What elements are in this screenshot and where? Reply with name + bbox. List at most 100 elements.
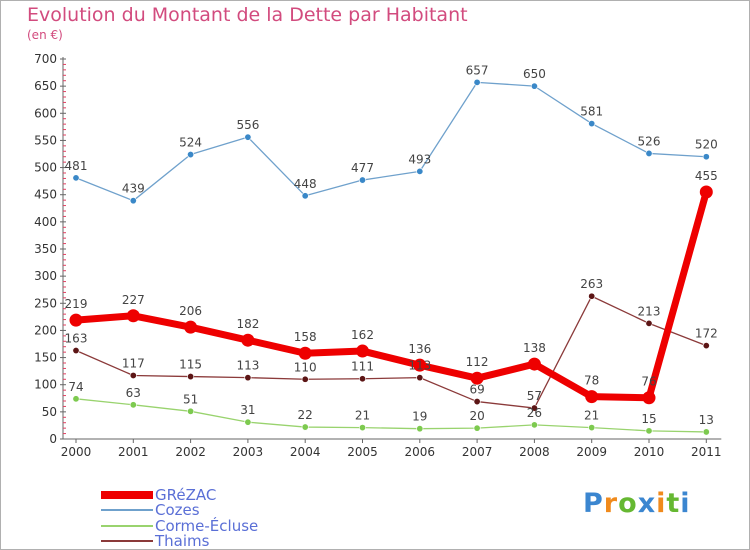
data-point-gr-zac: [69, 313, 83, 327]
logo-letter: P: [583, 488, 604, 519]
legend-label-cozes: Cozes: [155, 501, 200, 519]
data-label-cozes: 581: [580, 105, 603, 119]
data-point-thaims: [416, 374, 424, 382]
data-point-corme-cluse: [416, 425, 424, 433]
legend-swatch-thaims: [101, 540, 153, 542]
data-point-thaims: [473, 398, 481, 406]
y-tick-label: 400: [34, 215, 57, 229]
proxiti-logo: Proxiti: [583, 488, 691, 519]
data-label-thaims: 113: [236, 359, 259, 373]
data-point-corme-cluse: [244, 418, 252, 426]
chart-unit: (en €): [27, 28, 63, 42]
data-label-cozes: 526: [638, 134, 661, 148]
data-label-gr-zac: 455: [695, 169, 718, 183]
data-point-gr-zac: [642, 391, 656, 405]
legend-swatch-corme-ecluse: [101, 525, 153, 527]
data-point-thaims: [530, 404, 538, 412]
y-tick-label: 450: [34, 188, 57, 202]
data-label-gr-zac: 136: [408, 342, 431, 356]
data-label-gr-zac: 138: [523, 341, 546, 355]
series-line-gr-zac: [75, 191, 710, 402]
data-point-thaims: [645, 319, 653, 327]
y-tick-label: 500: [34, 161, 57, 175]
data-point-corme-cluse: [645, 427, 653, 435]
logo-letter: i: [656, 488, 667, 519]
data-label-cozes: 520: [695, 138, 718, 152]
data-point-gr-zac: [585, 390, 599, 404]
data-label-gr-zac: 112: [466, 355, 489, 369]
data-point-gr-zac: [470, 371, 484, 385]
data-label-cozes: 650: [523, 67, 546, 81]
y-tick-label: 300: [34, 269, 57, 283]
data-point-gr-zac: [699, 185, 713, 199]
data-label-thaims: 113: [408, 359, 431, 373]
data-point-gr-zac: [241, 333, 255, 347]
logo-letter: i: [680, 488, 691, 519]
data-point-thaims: [187, 373, 195, 381]
data-point-gr-zac: [298, 346, 312, 360]
logo-letter: t: [666, 488, 681, 519]
x-tick-label: 2005: [347, 445, 378, 459]
data-point-corme-cluse: [129, 401, 137, 409]
series-line-thaims: [75, 295, 707, 409]
data-point-corme-cluse: [530, 421, 538, 429]
data-point-cozes: [473, 78, 481, 86]
data-point-gr-zac: [356, 344, 369, 358]
data-label-corme-cluse: 19: [412, 410, 427, 424]
data-point-gr-zac: [184, 320, 198, 334]
data-point-corme-cluse: [72, 395, 80, 403]
data-label-corme-cluse: 13: [699, 413, 714, 427]
data-label-cozes: 439: [122, 182, 145, 196]
x-tick-label: 2002: [175, 445, 206, 459]
y-tick-label: 0: [49, 432, 57, 446]
data-point-thaims: [358, 375, 366, 383]
data-label-thaims: 263: [580, 277, 603, 291]
legend-swatch-cozes: [101, 509, 153, 511]
x-tick-label: 2010: [634, 445, 665, 459]
data-point-gr-zac: [527, 357, 541, 371]
data-label-corme-cluse: 26: [527, 406, 542, 420]
series-line-corme-cluse: [75, 398, 707, 433]
data-label-corme-cluse: 63: [126, 386, 141, 400]
x-tick-label: 2009: [576, 445, 607, 459]
data-label-thaims: 172: [695, 327, 718, 341]
data-label-corme-cluse: 15: [641, 412, 656, 426]
data-label-corme-cluse: 20: [469, 409, 484, 423]
data-point-cozes: [645, 149, 653, 157]
data-point-cozes: [72, 174, 80, 182]
data-label-cozes: 657: [466, 63, 489, 77]
data-label-cozes: 524: [179, 136, 202, 150]
y-tick-label: 200: [34, 323, 57, 337]
data-label-corme-cluse: 21: [584, 409, 599, 423]
y-tick-label: 550: [34, 133, 57, 147]
y-tick-label: 250: [34, 296, 57, 310]
x-tick-label: 2007: [462, 445, 493, 459]
data-label-corme-cluse: 22: [298, 408, 313, 422]
y-tick-label: 700: [34, 52, 57, 66]
data-point-cozes: [702, 153, 710, 161]
x-tick-label: 2001: [118, 445, 149, 459]
x-tick-label: 2004: [290, 445, 321, 459]
data-point-cozes: [301, 192, 309, 200]
data-point-thaims: [301, 375, 309, 383]
data-label-gr-zac: 162: [351, 328, 374, 342]
data-point-corme-cluse: [473, 424, 481, 432]
data-label-thaims: 69: [469, 383, 484, 397]
data-label-cozes: 481: [65, 159, 88, 173]
data-label-thaims: 110: [294, 360, 317, 374]
data-label-corme-cluse: 31: [240, 403, 255, 417]
data-label-cozes: 493: [408, 152, 431, 166]
series-line-cozes: [75, 81, 707, 202]
legend-label-thaims: Thaims: [155, 532, 210, 550]
data-label-thaims: 117: [122, 356, 145, 370]
data-point-thaims: [129, 371, 137, 379]
data-point-thaims: [588, 292, 596, 300]
data-label-gr-zac: 76: [641, 375, 656, 389]
data-label-gr-zac: 158: [294, 330, 317, 344]
data-point-cozes: [416, 167, 424, 175]
data-point-cozes: [244, 133, 252, 141]
data-point-thaims: [702, 342, 710, 350]
data-label-corme-cluse: 51: [183, 392, 198, 406]
